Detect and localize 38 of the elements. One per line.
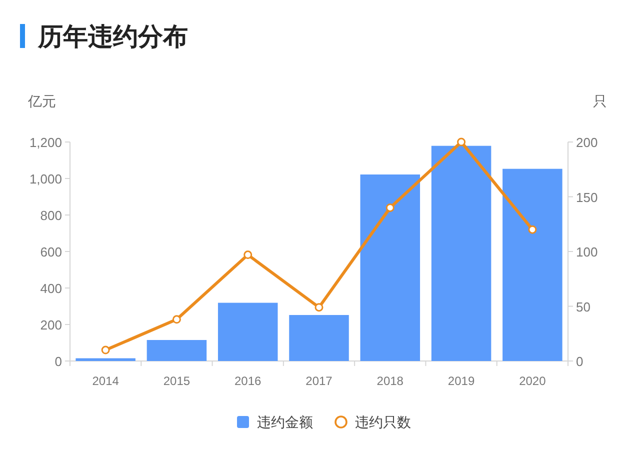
bar <box>218 302 278 361</box>
y-tick-label: 200 <box>40 318 62 332</box>
legend-label: 违约只数 <box>355 414 411 430</box>
chart-title: 历年违约分布 <box>37 23 188 51</box>
y2-tick-label: 50 <box>576 299 590 314</box>
point <box>528 225 537 234</box>
x-tick-label: 2016 <box>234 374 262 388</box>
y-tick-label: 400 <box>40 281 62 296</box>
y-tick-label: 1,000 <box>29 172 62 186</box>
bar <box>502 168 562 361</box>
legend-label: 违约金额 <box>257 414 313 430</box>
y-tick-label: 800 <box>40 208 62 223</box>
point <box>172 315 181 324</box>
point <box>314 303 324 312</box>
point <box>101 346 110 354</box>
y-axis-title: 亿元 <box>27 93 56 109</box>
y2-tick-label: 0 <box>576 354 584 369</box>
x-tick-label: 2018 <box>376 374 404 388</box>
x-tick-label: 2014 <box>92 374 120 388</box>
y2-tick-label: 150 <box>576 190 598 205</box>
x-tick-label: 2019 <box>448 374 475 388</box>
y2-tick-label: 100 <box>576 244 598 260</box>
y-tick-label: 1,200 <box>29 135 62 150</box>
x-tick-label: 2015 <box>163 374 190 388</box>
x-tick-label: 2020 <box>519 374 546 388</box>
point <box>386 203 394 212</box>
bar <box>76 358 136 361</box>
bar <box>146 340 207 361</box>
point <box>457 138 466 146</box>
y-tick-label: 600 <box>40 244 62 260</box>
bar <box>431 146 492 361</box>
y2-tick-label: 200 <box>576 135 598 150</box>
point <box>244 250 252 260</box>
y-tick-label: 0 <box>54 354 62 369</box>
bar <box>360 174 420 361</box>
y2-axis-title: 只 <box>593 93 607 109</box>
x-tick-label: 2017 <box>306 374 333 388</box>
bar <box>289 315 349 361</box>
